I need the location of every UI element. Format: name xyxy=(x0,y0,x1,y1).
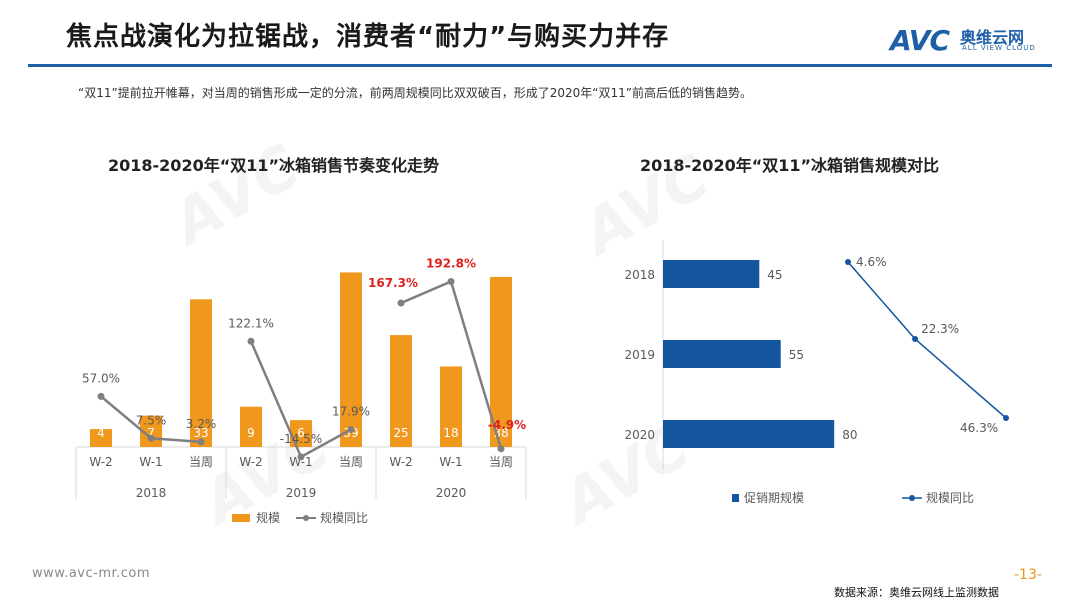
header-divider xyxy=(28,64,1052,67)
left-chart-title: 2018-2020年“双11”冰箱销售节奏变化走势 xyxy=(108,156,440,175)
yoy-data-label: 7.5% xyxy=(136,413,167,427)
y-tick-label: 2019 xyxy=(624,348,655,362)
yoy-point xyxy=(347,425,355,433)
x-tick-label: W-2 xyxy=(89,455,112,469)
bar-value-label: 45 xyxy=(767,268,782,282)
bar xyxy=(340,272,362,447)
yoy-point xyxy=(447,277,455,285)
yoy-data-label: -14.5% xyxy=(280,432,322,446)
legend-swatch-marker xyxy=(303,515,309,521)
bar-value-label: 7 xyxy=(147,426,155,440)
yoy-data-label: 4.6% xyxy=(856,255,887,269)
yoy-data-label: 17.9% xyxy=(332,404,370,418)
yoy-point xyxy=(197,438,205,446)
bar-value-label: 6 xyxy=(297,426,305,440)
yoy-point xyxy=(97,392,105,400)
right-chart-title: 2018-2020年“双11”冰箱销售规模对比 xyxy=(640,156,940,175)
y-tick-label: 2020 xyxy=(624,428,655,442)
group-label: 2020 xyxy=(436,486,467,500)
logo-cn-text: 奥维云网 xyxy=(960,28,1025,47)
bar xyxy=(663,340,781,368)
legend-swatch-bar xyxy=(732,494,739,502)
bar xyxy=(190,299,212,447)
yoy-point xyxy=(1003,415,1009,421)
bar xyxy=(240,406,262,447)
yoy-point xyxy=(147,434,155,442)
yoy-line-series xyxy=(847,261,1007,419)
subtitle-text: “双11”提前拉开帷幕，对当周的销售形成一定的分流，前两周规模同比双双破百，形成… xyxy=(78,86,752,100)
footer-url: www.avc-mr.com xyxy=(32,566,151,581)
bar-value-label: 25 xyxy=(393,426,408,440)
bar-value-label: 4 xyxy=(97,426,105,440)
yoy-data-label: 46.3% xyxy=(960,421,998,435)
yoy-data-label: 192.8% xyxy=(426,256,476,270)
yoy-data-label: 3.2% xyxy=(186,417,217,431)
legend-swatch-marker xyxy=(909,495,915,501)
data-source: 数据来源：奥维云网线上监测数据 xyxy=(834,586,999,599)
brand-logo: AVC 奥维云网 ALL VIEW CLOUD xyxy=(890,22,1060,58)
yoy-point xyxy=(845,259,851,265)
x-tick-label: W-2 xyxy=(389,455,412,469)
legend-label: 规模同比 xyxy=(320,510,368,525)
x-tick-label: W-1 xyxy=(289,455,312,469)
x-tick-label: 当周 xyxy=(189,455,213,469)
yoy-data-label: -4.9% xyxy=(488,418,526,432)
yoy-point xyxy=(397,299,405,307)
group-label: 2018 xyxy=(136,486,167,500)
bar xyxy=(290,420,312,447)
yoy-point xyxy=(497,445,505,453)
x-tick-label: W-1 xyxy=(439,455,462,469)
bar xyxy=(390,335,412,447)
group-label: 2019 xyxy=(286,486,317,500)
page-number: -13- xyxy=(1014,567,1042,583)
bar xyxy=(490,276,512,447)
yoy-point xyxy=(912,336,919,342)
yoy-point xyxy=(247,337,255,345)
x-tick-label: 当周 xyxy=(339,455,363,469)
bar xyxy=(440,366,462,447)
y-tick-label: 2018 xyxy=(624,268,655,282)
yoy-data-label: 22.3% xyxy=(921,322,959,336)
bar xyxy=(663,420,835,448)
bar xyxy=(90,429,112,447)
bar xyxy=(663,260,760,288)
logo-en-text: ALL VIEW CLOUD xyxy=(962,44,1036,52)
legend-label: 规模同比 xyxy=(926,490,974,505)
bar-value-label: 18 xyxy=(443,426,458,440)
logo-mark: AVC xyxy=(890,24,950,57)
legend-swatch-bar xyxy=(232,514,250,522)
page-title: 焦点战演化为拉锯战，消费者“耐力”与购买力并存 xyxy=(66,22,670,52)
bar-value-label: 33 xyxy=(193,426,208,440)
legend-label: 促销期规模 xyxy=(744,490,804,505)
x-tick-label: 当周 xyxy=(489,455,513,469)
yoy-point xyxy=(297,453,305,461)
bar-value-label: 55 xyxy=(789,348,804,362)
yoy-data-label: 122.1% xyxy=(228,316,274,330)
bar-value-label: 80 xyxy=(842,428,857,442)
x-tick-label: W-1 xyxy=(139,455,162,469)
yoy-data-label: 167.3% xyxy=(368,276,418,290)
yoy-data-label: 57.0% xyxy=(82,371,120,385)
legend-label: 规模 xyxy=(256,510,280,525)
bar-value-label: 9 xyxy=(247,426,255,440)
x-tick-label: W-2 xyxy=(239,455,262,469)
bar-value-label: 39 xyxy=(343,426,358,440)
